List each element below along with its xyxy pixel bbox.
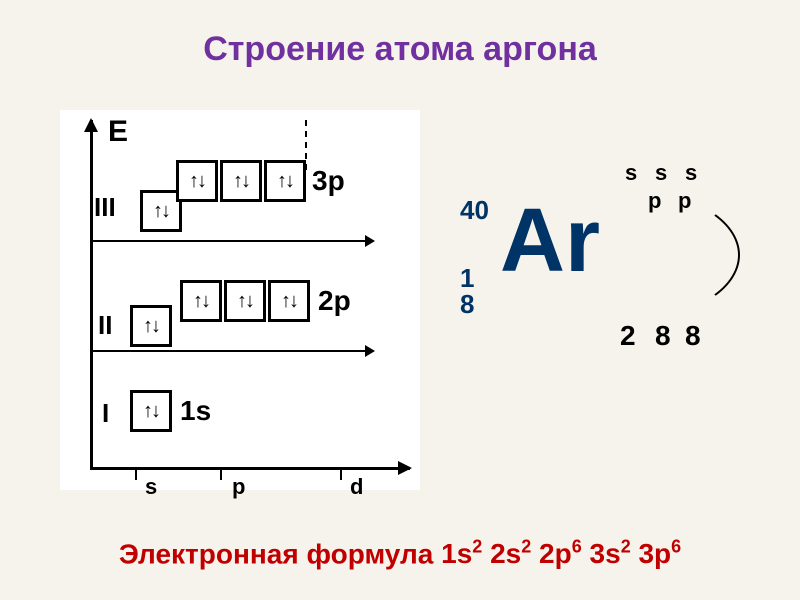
shell-count-1: 2 (620, 320, 636, 352)
orbital-3p-3: ↑↓ (264, 160, 306, 202)
level-label-2: II (98, 310, 112, 341)
orbital-2p-2: ↑↓ (224, 280, 266, 322)
label-1s: 1s (180, 395, 211, 427)
mass-number: 40 (460, 195, 489, 226)
element-shell-diagram: 40 18 Ar s s s p p 2 8 8 (460, 160, 740, 390)
shell-s-3: s (685, 160, 697, 186)
x-label-s: s (145, 474, 157, 500)
orbital-3p-2: ↑↓ (220, 160, 262, 202)
page-title: Строение атома аргона (0, 0, 800, 69)
orbital-3p-1: ↑↓ (176, 160, 218, 202)
label-2p: 2p (318, 285, 351, 317)
shell-s-2: s (655, 160, 667, 186)
level-line-2 (93, 350, 373, 352)
shell-s-1: s (625, 160, 637, 186)
orbital-2p-3: ↑↓ (268, 280, 310, 322)
orbital-2p-1: ↑↓ (180, 280, 222, 322)
orbital-1s: ↑↓ (130, 390, 172, 432)
shell-count-3: 8 (685, 320, 701, 352)
shell-p-1: p (648, 188, 661, 214)
level-line-3 (93, 240, 373, 242)
shell-p-2: p (678, 188, 691, 214)
electron-formula: Электронная формула 1s2 2s2 2p6 3s2 3p6 (0, 537, 800, 570)
x-axis (90, 467, 410, 470)
x-tick-s (135, 468, 137, 480)
x-label-p: p (232, 474, 245, 500)
x-label-d: d (350, 474, 363, 500)
level-label-3: III (94, 192, 116, 223)
e-axis-label: E (108, 115, 128, 149)
label-3p: 3p (312, 165, 345, 197)
orbital-2s: ↑↓ (130, 305, 172, 347)
energy-level-diagram: E I ↑↓ 1s II ↑↓ ↑↓ ↑↓ ↑↓ 2p III ↑↓ ↑↓ ↑↓… (60, 110, 420, 490)
y-axis (90, 120, 93, 470)
level-label-1: I (102, 398, 109, 429)
shell-count-2: 8 (655, 320, 671, 352)
x-tick-p (220, 468, 222, 480)
x-tick-d (340, 468, 342, 480)
